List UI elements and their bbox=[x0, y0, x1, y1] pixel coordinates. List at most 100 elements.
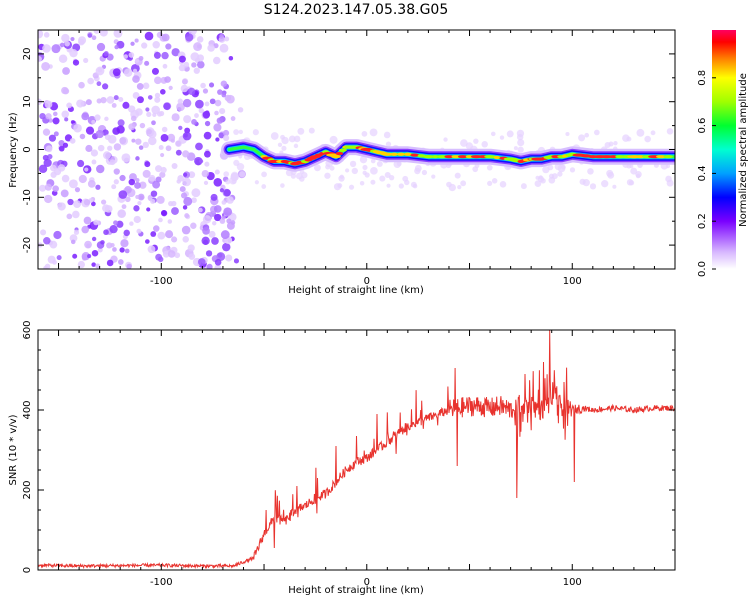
noise-blob bbox=[191, 62, 197, 68]
y-tick-label: 20 bbox=[22, 48, 33, 61]
noise-blob bbox=[81, 225, 89, 234]
noise-blob bbox=[38, 164, 48, 174]
y-tick-label: -10 bbox=[22, 189, 33, 205]
noise-blob bbox=[91, 35, 97, 41]
noise-blob bbox=[361, 130, 368, 137]
x-tick-label: 100 bbox=[563, 577, 582, 588]
noise-blob bbox=[167, 219, 173, 224]
noise-blob bbox=[202, 111, 211, 119]
noise-blob bbox=[202, 215, 212, 224]
noise-blob bbox=[165, 230, 174, 239]
noise-blob bbox=[313, 164, 321, 172]
noise-blob bbox=[136, 228, 142, 234]
noise-blob bbox=[144, 31, 154, 41]
noise-blob bbox=[56, 255, 62, 261]
noise-blob bbox=[61, 86, 69, 95]
noise-blob bbox=[135, 108, 143, 116]
colorbar-tick-label: 0.0 bbox=[697, 261, 708, 277]
noise-blob bbox=[593, 129, 600, 136]
noise-blob bbox=[171, 162, 178, 169]
noise-blob bbox=[520, 183, 527, 190]
noise-blob bbox=[178, 125, 183, 131]
noise-blob bbox=[190, 222, 197, 230]
noise-blob bbox=[187, 244, 195, 252]
noise-blob bbox=[69, 138, 76, 144]
noise-blob bbox=[182, 236, 189, 243]
noise-blob bbox=[207, 44, 215, 52]
snr-x-label: Height of straight line (km) bbox=[288, 585, 424, 596]
noise-blob bbox=[194, 113, 199, 118]
noise-blob bbox=[81, 112, 90, 121]
noise-blob bbox=[183, 172, 188, 177]
noise-blob bbox=[57, 202, 66, 211]
noise-blob bbox=[160, 133, 169, 142]
noise-blob bbox=[214, 258, 222, 266]
noise-blob bbox=[81, 253, 89, 261]
noise-blob bbox=[148, 174, 156, 182]
x-tick-label: -100 bbox=[150, 577, 173, 588]
noise-blob bbox=[40, 229, 47, 236]
noise-blob bbox=[137, 96, 144, 104]
noise-blob bbox=[43, 265, 48, 269]
y-tick-label: 400 bbox=[22, 400, 33, 419]
noise-blob bbox=[64, 40, 70, 47]
noise-blob bbox=[182, 131, 192, 141]
noise-blob bbox=[612, 184, 617, 189]
noise-blob bbox=[174, 252, 181, 259]
noise-blob bbox=[635, 171, 642, 178]
colorbar-ticks: 0.0 0.2 0.4 0.6 0.8 bbox=[697, 70, 716, 277]
noise-blob bbox=[281, 145, 287, 151]
noise-blob bbox=[370, 166, 378, 175]
noise-blob bbox=[473, 138, 479, 144]
colorbar-tick-label: 0.2 bbox=[697, 213, 708, 229]
noise-blob bbox=[73, 229, 80, 235]
noise-blob bbox=[167, 250, 176, 258]
noise-blob bbox=[122, 101, 130, 109]
noise-blob bbox=[96, 42, 106, 52]
noise-blob bbox=[345, 168, 350, 173]
noise-blob bbox=[120, 239, 129, 248]
ridge-hotspot bbox=[609, 155, 618, 159]
noise-blob bbox=[87, 77, 94, 85]
noise-blob bbox=[60, 189, 69, 198]
noise-blob bbox=[100, 240, 105, 245]
y-tick-label: 0 bbox=[22, 567, 33, 573]
ridge-hotspot bbox=[390, 152, 398, 156]
noise-blob bbox=[58, 145, 65, 152]
noise-blob bbox=[142, 141, 149, 149]
noise-blob bbox=[109, 225, 118, 234]
noise-blob bbox=[607, 171, 615, 179]
noise-blob bbox=[123, 68, 133, 77]
noise-blob bbox=[119, 174, 126, 182]
noise-blob bbox=[113, 179, 119, 185]
noise-blob bbox=[601, 180, 609, 188]
noise-blob bbox=[369, 128, 378, 137]
ridge-hotspot bbox=[444, 155, 454, 159]
noise-blob bbox=[152, 180, 161, 189]
noise-blob bbox=[118, 190, 128, 199]
noise-blob bbox=[200, 82, 206, 89]
ridge-hotspot bbox=[410, 153, 419, 157]
noise-blob bbox=[460, 139, 468, 147]
noise-blob bbox=[161, 33, 170, 42]
noise-blob bbox=[557, 164, 566, 173]
noise-blob bbox=[171, 113, 180, 122]
noise-blob bbox=[223, 189, 231, 197]
x-tick-label: 0 bbox=[364, 276, 370, 287]
noise-blob bbox=[213, 205, 222, 213]
colorbar-tick-label: 0.6 bbox=[697, 118, 708, 134]
noise-blob bbox=[221, 92, 227, 98]
noise-blob bbox=[163, 102, 171, 110]
noise-blob bbox=[604, 141, 611, 149]
noise-blob bbox=[630, 167, 638, 175]
noise-blob bbox=[261, 184, 267, 189]
colorbar-tick-label: 0.8 bbox=[697, 70, 708, 86]
noise-blob bbox=[195, 142, 203, 151]
noise-blob bbox=[91, 119, 96, 125]
noise-blob bbox=[214, 99, 222, 107]
noise-blob bbox=[91, 201, 96, 207]
noise-blob bbox=[100, 96, 107, 104]
noise-blob bbox=[104, 116, 109, 122]
